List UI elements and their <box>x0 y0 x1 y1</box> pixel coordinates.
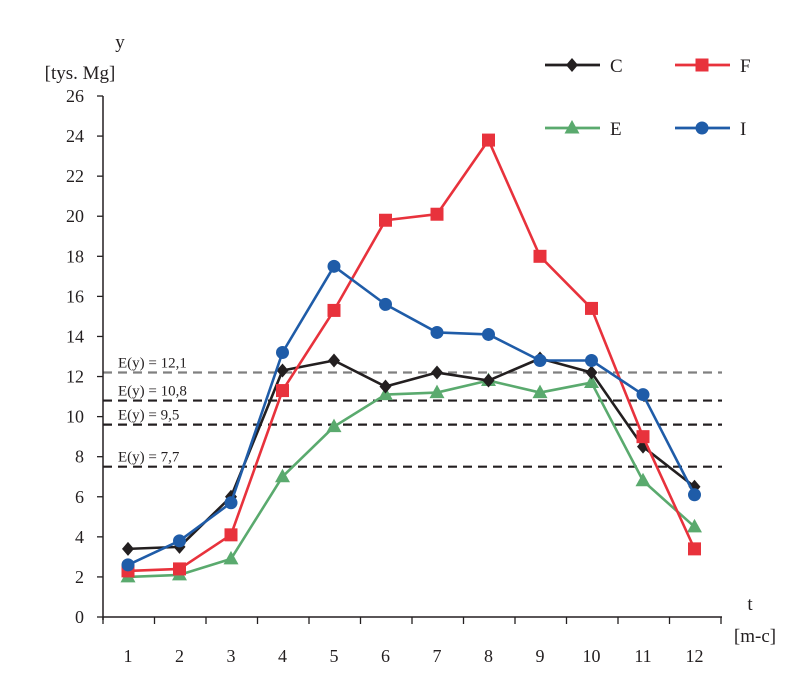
data-point <box>276 363 289 378</box>
series-c <box>122 351 701 556</box>
data-point <box>585 301 598 315</box>
data-point <box>328 353 340 368</box>
y-tick-label: 10 <box>66 407 84 427</box>
data-point <box>326 418 342 433</box>
legend-label: C <box>610 56 623 77</box>
x-tick-label: 8 <box>484 646 493 666</box>
y-tick-label: 8 <box>75 447 84 467</box>
series-i <box>121 259 701 572</box>
data-point <box>688 542 701 556</box>
x-tick-label: 10 <box>583 646 601 666</box>
data-point <box>533 249 547 263</box>
y-tick-label: 14 <box>66 326 84 346</box>
y-tick-label: 16 <box>66 286 84 306</box>
legend-item-c: C <box>545 56 623 77</box>
y-tick-label: 2 <box>75 567 84 587</box>
data-point <box>429 384 445 399</box>
legend-item-e: E <box>545 119 622 140</box>
data-point <box>379 297 392 311</box>
axes <box>102 96 722 620</box>
data-point <box>327 259 341 273</box>
x-axis-ticks: 1 2 3 4 5 6 7 8 9 10 11 12 <box>102 617 722 666</box>
x-axis-unit: [m-c] <box>734 626 776 647</box>
legend-item-f: F <box>675 56 751 77</box>
data-point <box>688 488 701 502</box>
data-point <box>327 303 341 317</box>
data-point <box>635 472 651 487</box>
data-point <box>482 327 495 341</box>
series-layer <box>120 133 702 583</box>
data-point <box>379 213 392 227</box>
reference-lines: E(y) = 12,1 E(y) = 10,8 E(y) = 9,5 E(y) = 7… <box>103 356 722 468</box>
data-point <box>276 384 289 398</box>
data-point <box>122 541 134 556</box>
y-axis-label: y <box>115 32 125 53</box>
data-point <box>636 388 650 402</box>
data-point <box>532 384 548 399</box>
legend-label: I <box>740 119 746 140</box>
data-point <box>224 496 238 510</box>
x-tick-label: 2 <box>175 646 184 666</box>
x-tick-label: 5 <box>330 646 339 666</box>
data-point <box>224 528 238 542</box>
data-point <box>223 550 239 565</box>
reference-line-label: E(y) = 10,8 <box>118 384 187 400</box>
y-tick-label: 18 <box>66 246 84 266</box>
legend: C F E I <box>545 56 751 140</box>
data-point <box>482 133 495 147</box>
data-point <box>173 534 186 548</box>
series-line-f <box>127 138 696 573</box>
data-point <box>430 207 444 221</box>
y-tick-label: 20 <box>66 206 84 226</box>
series-line-c <box>127 357 696 551</box>
legend-item-i: I <box>675 119 746 140</box>
legend-marker <box>695 58 709 72</box>
x-tick-label: 9 <box>536 646 545 666</box>
data-point <box>482 373 495 388</box>
data-point <box>584 374 599 389</box>
y-tick-label: 0 <box>75 607 84 627</box>
data-point <box>379 379 392 394</box>
series-line-e <box>127 379 696 579</box>
data-point <box>430 325 444 339</box>
y-tick-label: 26 <box>66 86 84 106</box>
legend-label: E <box>610 119 622 140</box>
y-tick-label: 24 <box>66 126 84 146</box>
y-tick-label: 22 <box>66 166 84 186</box>
data-point <box>276 345 289 359</box>
x-tick-label: 7 <box>433 646 442 666</box>
legend-marker <box>564 120 580 134</box>
legend-label: F <box>740 56 751 77</box>
data-point <box>121 558 135 572</box>
data-point <box>636 430 650 444</box>
data-point <box>275 468 290 483</box>
reference-line-label: E(y) = 9,5 <box>118 408 179 424</box>
legend-marker <box>566 58 578 72</box>
x-tick-label: 11 <box>634 646 651 666</box>
series-f <box>121 133 701 578</box>
x-tick-label: 6 <box>381 646 390 666</box>
data-point <box>533 354 547 368</box>
series-line-i <box>127 265 696 567</box>
data-point <box>585 354 598 368</box>
x-tick-label: 3 <box>227 646 236 666</box>
x-tick-label: 1 <box>124 646 133 666</box>
data-point <box>585 365 598 380</box>
x-tick-label: 4 <box>278 646 287 666</box>
y-tick-label: 6 <box>75 487 84 507</box>
data-point <box>173 562 186 576</box>
y-axis-unit: [tys. Mg] <box>45 63 116 84</box>
data-point <box>687 518 702 533</box>
y-tick-label: 12 <box>66 367 84 387</box>
y-tick-label: 4 <box>75 527 84 547</box>
reference-line-label: E(y) = 12,1 <box>118 356 187 372</box>
data-point <box>431 365 443 380</box>
x-tick-label: 12 <box>686 646 704 666</box>
legend-marker <box>695 121 709 135</box>
reference-line-label: E(y) = 7,7 <box>118 450 180 466</box>
x-axis-label: t <box>747 594 753 615</box>
